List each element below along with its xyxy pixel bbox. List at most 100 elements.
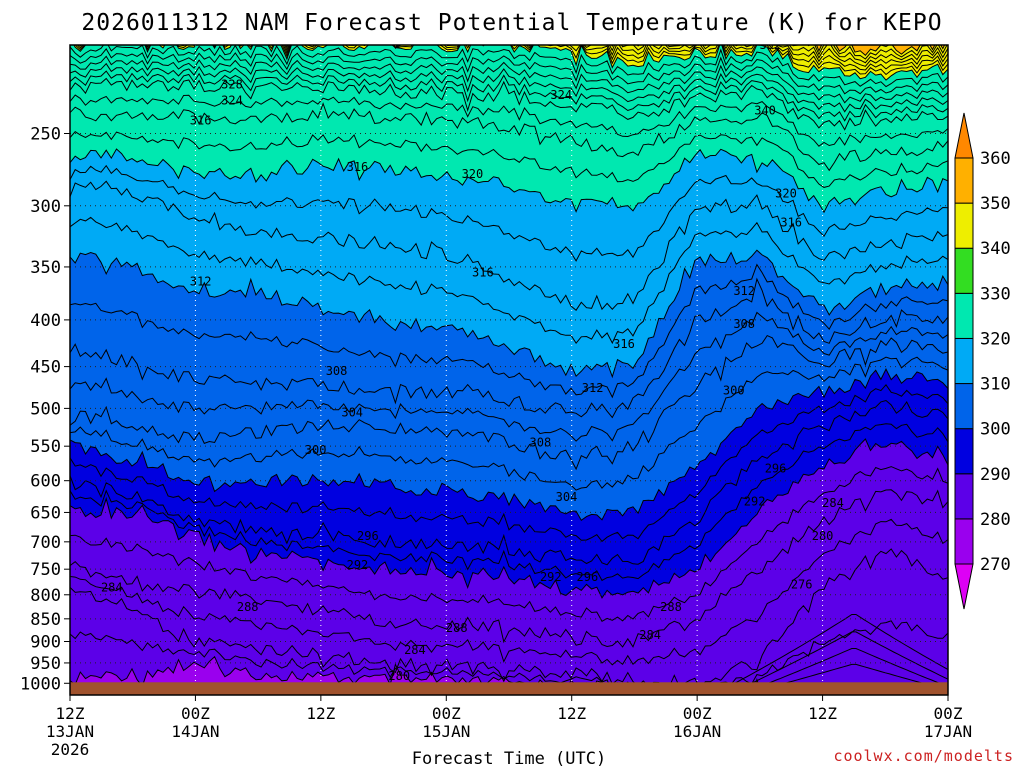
x-tick-label-4: 12Z (557, 704, 586, 723)
isentrope-322 (70, 131, 948, 188)
colorbar-label-1: 280 (980, 510, 1011, 530)
x-tick-label-3: 00Z (432, 704, 461, 723)
colorbar-label-6: 330 (980, 284, 1011, 304)
colorbar-label-8: 350 (980, 194, 1011, 214)
contour-label-14: 308 (733, 317, 755, 331)
colorbar: 270 280 290 300 310 320 330 340 350 360 (954, 112, 1011, 610)
chart-title: 2026011312 NAM Forecast Potential Temper… (81, 10, 942, 36)
colorbar-label-4: 310 (980, 375, 1011, 395)
x-tick-date-3: 15JAN (422, 722, 470, 741)
colorbar-label-9: 360 (980, 149, 1011, 169)
contour-label-30: 284 (101, 580, 123, 594)
y-tick-label-0: 1000 (20, 674, 61, 694)
isentrope-318 (70, 164, 948, 262)
isentrope-306 (70, 311, 948, 442)
y-tick-label-12: 400 (30, 311, 61, 331)
colorbar-segment-4 (954, 337, 974, 385)
isentrope-326 (70, 94, 948, 147)
colorbar-segment-5 (954, 292, 974, 339)
contour-label-25: 296 (357, 529, 379, 543)
y-tick-label-14: 300 (30, 197, 61, 217)
colorbar-segment-0 (954, 518, 974, 565)
isentrope-340 (73, 45, 948, 81)
contour-label-9: 316 (780, 216, 802, 230)
colorbar-segment-2 (954, 428, 974, 475)
theta-band-352 (70, 45, 948, 56)
colorbar-label-2: 290 (980, 465, 1011, 485)
contour-label-0: 328 (221, 78, 243, 92)
contour-label-3: 316 (347, 160, 369, 174)
x-axis-label: Forecast Time (UTC) (412, 749, 606, 768)
y-tick-label-8: 600 (30, 472, 61, 492)
plot-frame (69, 44, 949, 696)
y-tick-label-6: 700 (30, 533, 61, 553)
y-tick-label-3: 850 (30, 610, 61, 630)
colorbar-segment-3 (954, 383, 974, 430)
x-tick-date-7: 17JAN (924, 722, 972, 741)
contour-label-19: 300 (305, 443, 327, 457)
colorbar-label-3: 300 (980, 420, 1011, 440)
x-tick-label-7: 00Z (934, 704, 963, 723)
isentrope-338 (70, 45, 948, 88)
contour-label-10: 312 (190, 274, 212, 288)
isentrope-348 (285, 45, 948, 64)
contour-label-23: 292 (744, 494, 766, 508)
contour-label-8: 320 (775, 187, 797, 201)
isentrope-312 (70, 249, 948, 379)
contour-label-7: 340 (754, 104, 776, 118)
isentrope-302 (70, 356, 948, 491)
contour-label-26: 280 (812, 529, 834, 543)
contour-label-1: 324 (221, 93, 243, 107)
contour-label-18: 308 (530, 436, 552, 450)
contour-label-21: 296 (765, 462, 787, 476)
colorbar-label-7: 340 (980, 239, 1011, 259)
contour-label-28: 292 (540, 570, 562, 584)
colorbar-arrow-high (954, 112, 974, 159)
isentrope-282 (70, 620, 948, 695)
colorbar-label-0: 270 (980, 555, 1011, 575)
contour-labels: 3283243163163203243523403203163123163123… (101, 45, 844, 683)
isentrope-330 (70, 70, 948, 122)
isentrope-334 (70, 55, 948, 104)
contour-label-4: 320 (462, 167, 484, 181)
y-tick-label-4: 800 (30, 586, 61, 606)
contour-label-27: 292 (347, 558, 369, 572)
isentrope-346 (78, 45, 948, 67)
y-tick-label-15: 250 (30, 124, 61, 144)
contour-label-17: 304 (341, 405, 363, 419)
x-tick-label-2: 12Z (306, 704, 335, 723)
x-tick-label-5: 00Z (683, 704, 712, 723)
colorbar-segment-6 (954, 247, 974, 294)
isentrope-316 (70, 180, 948, 311)
x-tick-label-1: 00Z (181, 704, 210, 723)
ground-surface (70, 682, 948, 695)
x-tick-date-0: 13JAN (46, 722, 94, 741)
contour-label-11: 316 (472, 266, 494, 280)
isentrope-296 (70, 399, 948, 566)
contour-label-37: 280 (388, 669, 410, 683)
isentrope-280 (70, 655, 948, 695)
x-tick-date-1: 14JAN (171, 722, 219, 741)
contour-label-34: 288 (446, 621, 468, 635)
isentrope-332 (70, 62, 948, 113)
colorbar-arrow-low (954, 563, 974, 610)
isentrope-286 (70, 518, 948, 666)
y-tick-label-10: 500 (30, 399, 61, 419)
isentrope-308 (70, 277, 948, 419)
isentrope-298 (70, 383, 948, 543)
y-tick-label-7: 650 (30, 503, 61, 523)
colorbar-segment-8 (954, 157, 974, 204)
colorbar-segment-7 (954, 202, 974, 249)
y-tick-label-5: 750 (30, 560, 61, 580)
y-tick-label-2: 900 (30, 632, 61, 652)
contour-label-35: 284 (639, 628, 661, 642)
x-tick-label-0: 12Z (56, 704, 85, 723)
theta-band-328 (70, 45, 948, 130)
contour-label-16: 308 (326, 364, 348, 378)
isentrope-288 (70, 489, 948, 648)
contour-label-13: 316 (613, 337, 635, 351)
isentrope-304 (70, 334, 948, 471)
contour-label-22: 304 (556, 490, 578, 504)
